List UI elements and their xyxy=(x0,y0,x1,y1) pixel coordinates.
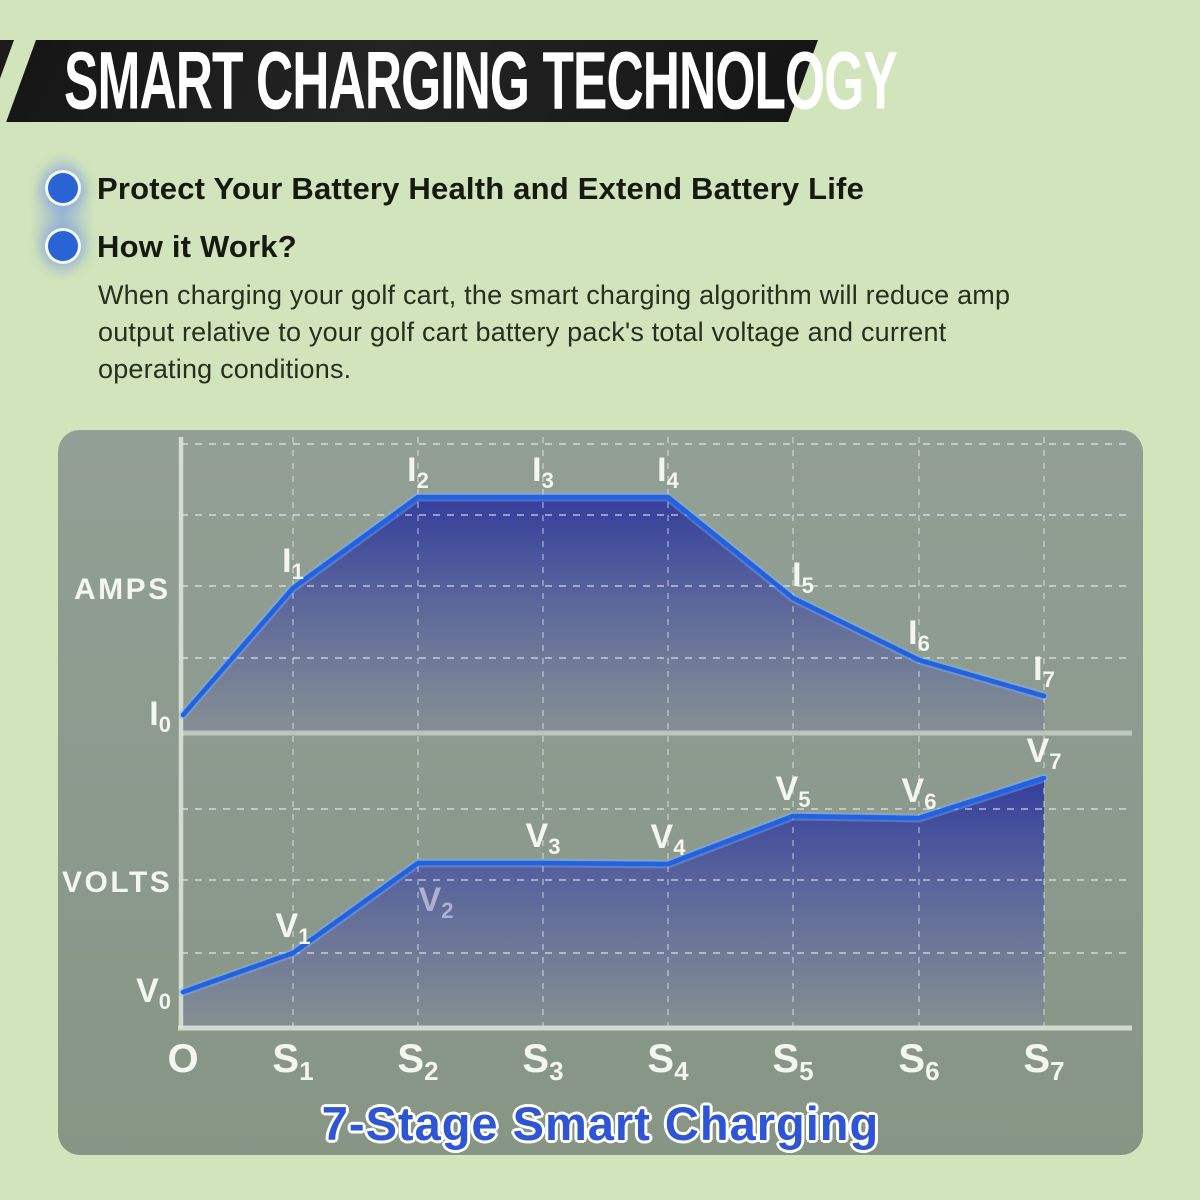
point-label-I7: I7 xyxy=(1033,650,1055,692)
bullet-dot-icon xyxy=(45,170,81,206)
x-label-S2: S2 xyxy=(397,1037,438,1086)
amps-area-fill xyxy=(183,497,1044,733)
point-label-V4: V4 xyxy=(651,818,687,860)
point-label-V2: V2 xyxy=(419,881,454,923)
point-label-I2: I2 xyxy=(407,451,429,493)
x-label-S5: S5 xyxy=(772,1037,813,1086)
x-label-S7: S7 xyxy=(1023,1037,1064,1086)
x-label-O: O xyxy=(167,1037,198,1081)
point-label-V5: V5 xyxy=(776,770,811,812)
point-label-V0: V0 xyxy=(136,972,171,1014)
bullet-protect-battery: Protect Your Battery Health and Extend B… xyxy=(97,171,865,206)
volts-area-fill xyxy=(183,778,1044,1028)
section-label-volts: VOLTS xyxy=(62,866,172,899)
bullet-dot-icon xyxy=(45,228,81,264)
x-label-S1: S1 xyxy=(272,1037,313,1086)
point-label-V1: V1 xyxy=(276,907,311,949)
page-title: SMART CHARGING TECHNOLOGY xyxy=(64,34,898,126)
point-label-V6: V6 xyxy=(902,772,937,814)
bullet-how-it-works: How it Work? xyxy=(97,229,297,264)
point-label-I4: I4 xyxy=(657,451,679,493)
point-label-I5: I5 xyxy=(792,556,814,598)
point-label-V7: V7 xyxy=(1027,732,1062,774)
point-label-I6: I6 xyxy=(908,614,930,656)
x-label-S4: S4 xyxy=(647,1037,689,1086)
x-label-S6: S6 xyxy=(898,1037,939,1086)
point-label-I3: I3 xyxy=(532,451,554,493)
description-paragraph: When charging your golf cart, the smart … xyxy=(98,280,1011,384)
point-label-I1: I1 xyxy=(282,542,304,584)
section-label-amps: AMPS xyxy=(74,573,171,606)
point-label-I0: I0 xyxy=(149,695,171,737)
point-label-V3: V3 xyxy=(526,817,561,859)
volts-line xyxy=(180,775,1047,995)
x-label-S3: S3 xyxy=(522,1037,563,1086)
amps-line xyxy=(180,494,1047,718)
chart-title: 7-Stage Smart Charging xyxy=(321,1097,880,1150)
